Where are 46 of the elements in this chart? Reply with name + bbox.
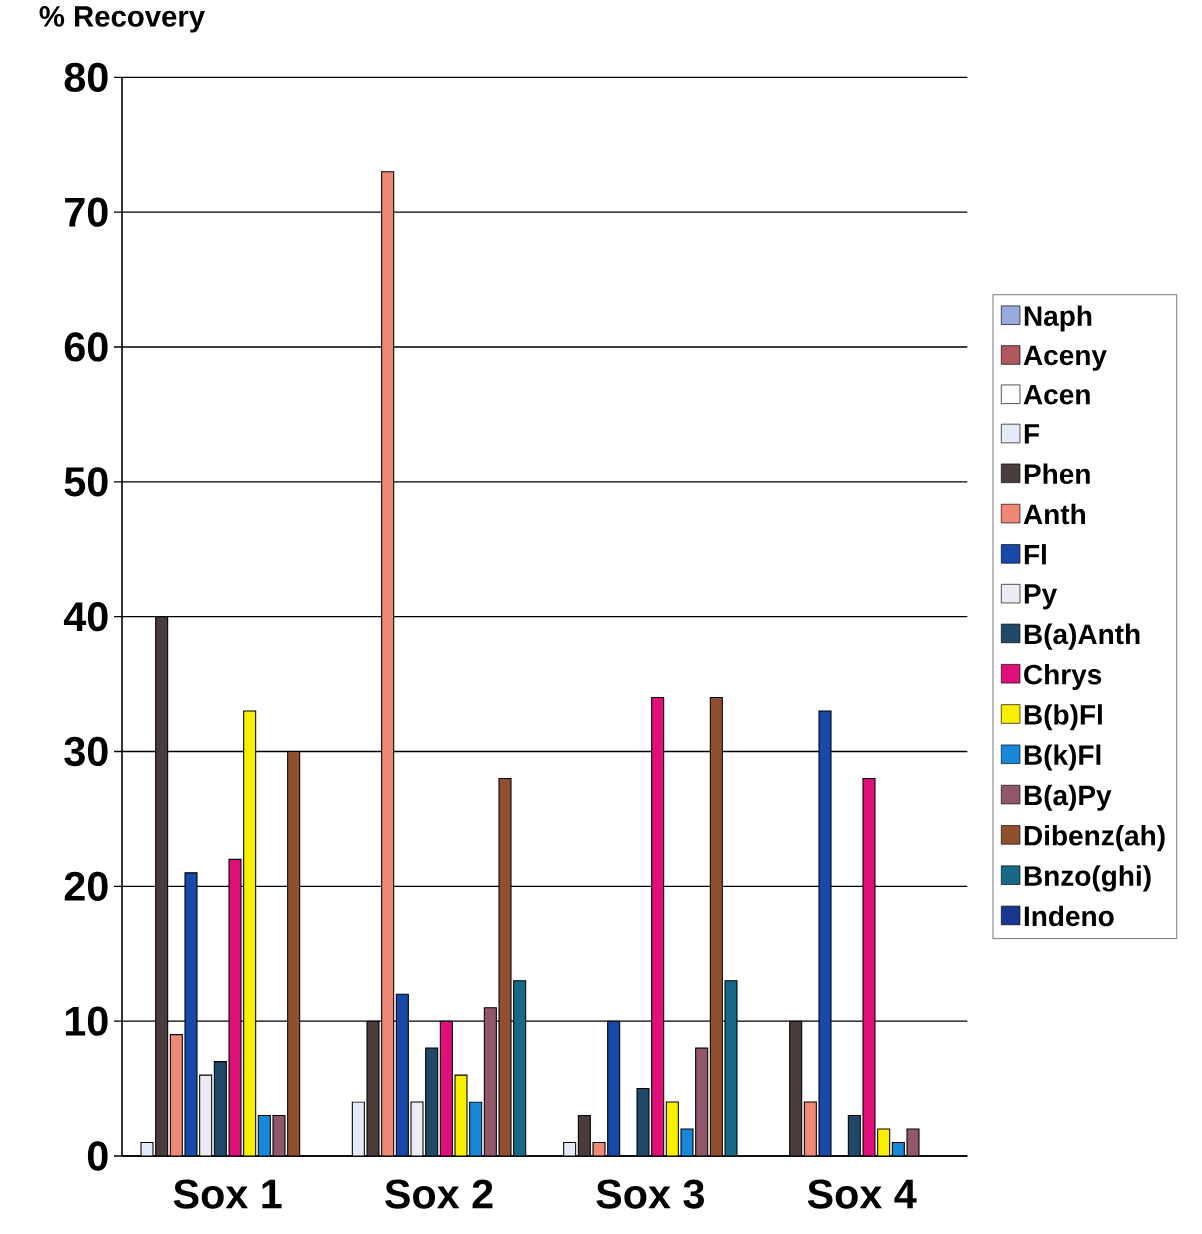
legend-label: B(a)Anth [1024, 623, 1140, 650]
legend-label: Anth [1023, 503, 1085, 525]
y-tick-label: 80 [64, 62, 108, 92]
legend-label: Fl [1024, 544, 1046, 565]
legend-label: B(k)Fl [1024, 744, 1101, 771]
y-tick-label: 60 [64, 332, 108, 362]
legend-label: F [1024, 424, 1040, 444]
x-tick-label: Sox 4 [807, 1179, 917, 1209]
bar [651, 697, 665, 1156]
legend-label: Indeno [1024, 905, 1114, 927]
legend-label: Acen [1023, 384, 1090, 405]
x-tick-label: Sox 3 [596, 1179, 704, 1209]
y-tick-label: 10 [65, 1006, 108, 1036]
bar [169, 1034, 183, 1156]
legend-label: B(a)Py [1024, 784, 1112, 811]
y-tick-label: 40 [63, 602, 108, 632]
y-tick-label: 70 [65, 197, 108, 227]
legend-label: Phen [1024, 463, 1090, 485]
bar [381, 171, 395, 1156]
x-tick-label: Sox 1 [173, 1179, 282, 1209]
bar [483, 1007, 497, 1156]
bar [395, 993, 409, 1156]
bar [695, 1047, 709, 1156]
bar [287, 750, 301, 1156]
legend-label: B(b)Fl [1024, 704, 1102, 731]
x-tick-label: Sox 2 [385, 1179, 493, 1209]
bar [789, 1020, 803, 1156]
y-tick-label: 50 [64, 467, 108, 497]
y-tick-label: 0 [87, 1141, 108, 1171]
bar [155, 616, 169, 1156]
legend-label: Py [1024, 584, 1058, 610]
legend-label: Chrys [1024, 663, 1102, 691]
bar [213, 1061, 227, 1156]
bar [607, 1020, 621, 1156]
bar [243, 710, 257, 1156]
bar [439, 1020, 453, 1156]
bar [425, 1047, 439, 1156]
legend-label: Naph [1024, 305, 1092, 332]
legend-label: Bnzo(ghi) [1024, 865, 1151, 892]
legend-label: Aceny [1023, 345, 1107, 371]
legend-label: Dibenz(ah) [1024, 825, 1165, 852]
y-axis-title: % Recovery [39, 6, 205, 33]
bar [513, 980, 527, 1156]
bar [709, 697, 723, 1156]
y-tick-label: 30 [64, 736, 108, 767]
y-tick-label: 20 [64, 871, 108, 901]
